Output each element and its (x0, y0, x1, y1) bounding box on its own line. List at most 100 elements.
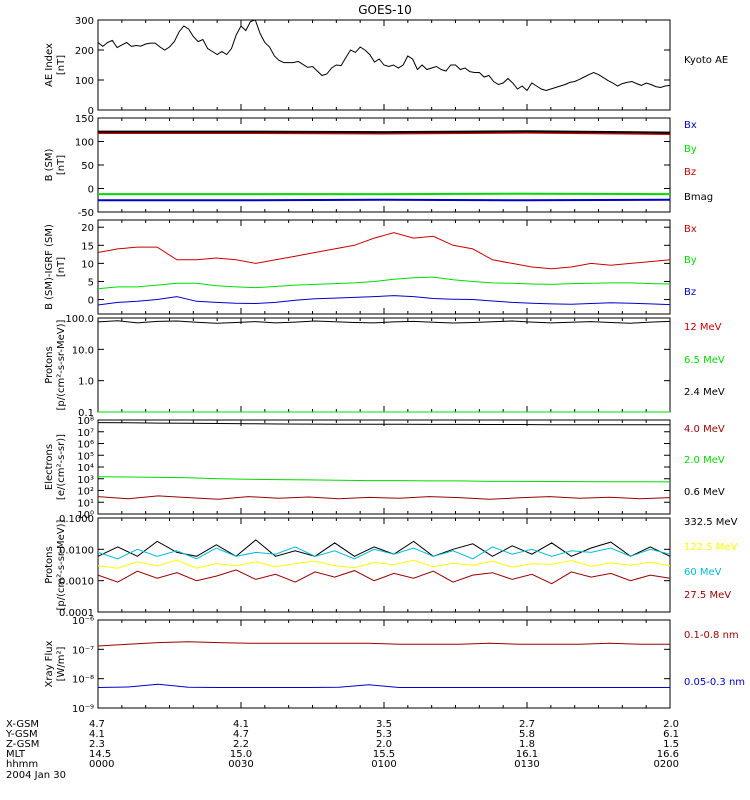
y-axis-title: Xray Flux (44, 640, 55, 687)
panel-protons-low: 0.1 1.0 10.0 100.0 Protons [p/(cm²-s-sr-MeV)]… (44, 314, 725, 419)
legend-label: Kyoto AE (684, 55, 728, 66)
y-tick-label: 10⁶ (77, 440, 94, 451)
y-tick-label: 0.1 (78, 408, 94, 419)
y-axis-title: B (SM)-IGRF (SM) (44, 224, 55, 310)
panel-frame (97, 317, 671, 413)
panel-ae: 0 100 200 300 AE Index [nT] Kyoto AE (44, 16, 728, 117)
y-tick-label: 0.0010 (59, 577, 94, 588)
y-axis-title: Protons (44, 346, 55, 383)
y-axis-title: B (SM) (44, 148, 55, 181)
series-line-4-0-mev (97, 495, 671, 500)
y-tick-label: 1.0 (78, 377, 94, 388)
footer-value: 2.0 (376, 739, 392, 750)
legend-label: 27.5 MeV (684, 590, 731, 601)
y-tick-label: 10⁷ (77, 428, 94, 439)
legend-label: 2.4 MeV (684, 387, 725, 398)
footer-value: 2.7 (519, 719, 535, 730)
footer-value: 0030 (228, 759, 253, 770)
series-line-bx (97, 232, 671, 270)
orbit-footer: X-GSM 4.7 4.1 3.5 2.7 2.0Y-GSM 4.1 4.7 5.3 5.8 6.1… (5, 719, 679, 781)
y-tick-label: 50 (81, 161, 94, 172)
panel-frame (97, 517, 671, 613)
footer-value: 2.0 (663, 719, 679, 730)
y-tick-label: 10⁰ (77, 510, 94, 521)
footer-value: 2.3 (89, 739, 105, 750)
y-tick-label: 150 (75, 114, 94, 125)
y-tick-label: 10⁻⁸ (72, 675, 94, 686)
panel-b-sm: -50 0 50 100 150 B (SM) [nT] Bx By Bz Bmag (44, 114, 713, 219)
series-line-2-0-mev (97, 476, 671, 483)
y-tick-label: 10⁸ (77, 416, 94, 427)
legend-label: 12 MeV (684, 322, 722, 333)
panel-b-sm-igrf: 0 5 10 15 20 B (SM)-IGRF (SM) [nT] Bx By Bz (44, 219, 697, 315)
legend-label: 6.5 MeV (684, 355, 725, 366)
footer-value: 16.6 (657, 749, 679, 760)
y-axis-title: AE Index (44, 43, 55, 87)
y-tick-label: 20 (81, 223, 94, 234)
series-line-bz (97, 295, 671, 306)
y-tick-label: 10⁻⁷ (72, 645, 94, 656)
footer-value: 0100 (371, 759, 396, 770)
y-tick-label: 0.0001 (59, 608, 94, 619)
footer-value: 1.5 (663, 739, 679, 750)
legend-label: Bz (684, 287, 696, 298)
y-tick-label: 0.1000 (59, 514, 94, 525)
panel-protons-high: 0.0001 0.0010 0.0100 0.1000 Protons [p/(cm²-s… (44, 514, 738, 619)
footer-value: 3.5 (376, 719, 392, 730)
y-tick-label: 100 (75, 76, 94, 87)
panel-frame (97, 219, 671, 315)
legend-label: 0.05-0.3 nm (684, 677, 745, 688)
footer-value: 14.5 (89, 749, 111, 760)
y-tick-label: 10² (77, 487, 94, 498)
legend-label: 4.0 MeV (684, 424, 725, 435)
footer-value: 5.3 (376, 729, 392, 740)
y-tick-label: 0 (88, 185, 94, 196)
y-tick-label: 100 (75, 138, 94, 149)
legend-label: 0.6 MeV (684, 487, 725, 498)
footer-row-label: Y-GSM (5, 729, 38, 740)
footer-date: 2004 Jan 30 (6, 770, 66, 781)
series-line-0-1-0-8-nm (97, 641, 670, 647)
legend-label: 60 MeV (684, 567, 722, 578)
y-tick-label: 300 (75, 16, 94, 27)
y-tick-label: 10⁻⁶ (72, 616, 94, 627)
series-line-bmag (98, 130, 671, 134)
footer-value: 15.5 (373, 749, 395, 760)
series-line-by (97, 276, 671, 290)
legend-label: 2.0 MeV (684, 455, 725, 466)
footer-value: 0200 (654, 759, 679, 770)
panel-xray: 10⁻⁹ 10⁻⁸ 10⁻⁷ 10⁻⁶ Xray Flux [W/m²] 0.1-0.8 n… (44, 616, 745, 715)
y-tick-label: 10⁵ (77, 451, 94, 462)
footer-value: 5.8 (519, 729, 535, 740)
y-tick-label: -50 (78, 208, 94, 219)
footer-value: 6.1 (663, 729, 679, 740)
legend-label: 332.5 MeV (684, 517, 738, 528)
y-axis-title: [W/m²] (56, 646, 67, 681)
series-line-2-4-mev (97, 320, 671, 324)
legend-label: Bmag (684, 192, 713, 203)
series-line-bz (98, 131, 671, 135)
legend-label: 122.5 MeV (684, 542, 738, 553)
footer-value: 16.1 (516, 749, 538, 760)
panel-frame (97, 619, 671, 709)
footer-value: 2.2 (233, 739, 249, 750)
y-axis-title: [nT] (56, 257, 67, 277)
legend-label: 0.1-0.8 nm (684, 630, 739, 641)
y-axis-title: [nT] (56, 55, 67, 75)
series-line-332-5-mev (97, 539, 671, 557)
footer-value: 0000 (89, 759, 114, 770)
y-tick-label: 15 (81, 241, 94, 252)
legend-label: Bx (684, 120, 697, 131)
footer-row-label: X-GSM (6, 719, 39, 730)
y-tick-label: 10⁴ (77, 463, 94, 474)
y-axis-title: [nT] (56, 155, 67, 175)
y-axis-title: [p/(cm²-s-sr-MeV)] (56, 319, 67, 410)
footer-value: 0130 (514, 759, 539, 770)
legend-label: Bx (684, 224, 697, 235)
footer-value: 4.1 (89, 729, 105, 740)
y-axis-title: Electrons (44, 444, 55, 490)
plot-title: GOES-10 (358, 3, 412, 17)
